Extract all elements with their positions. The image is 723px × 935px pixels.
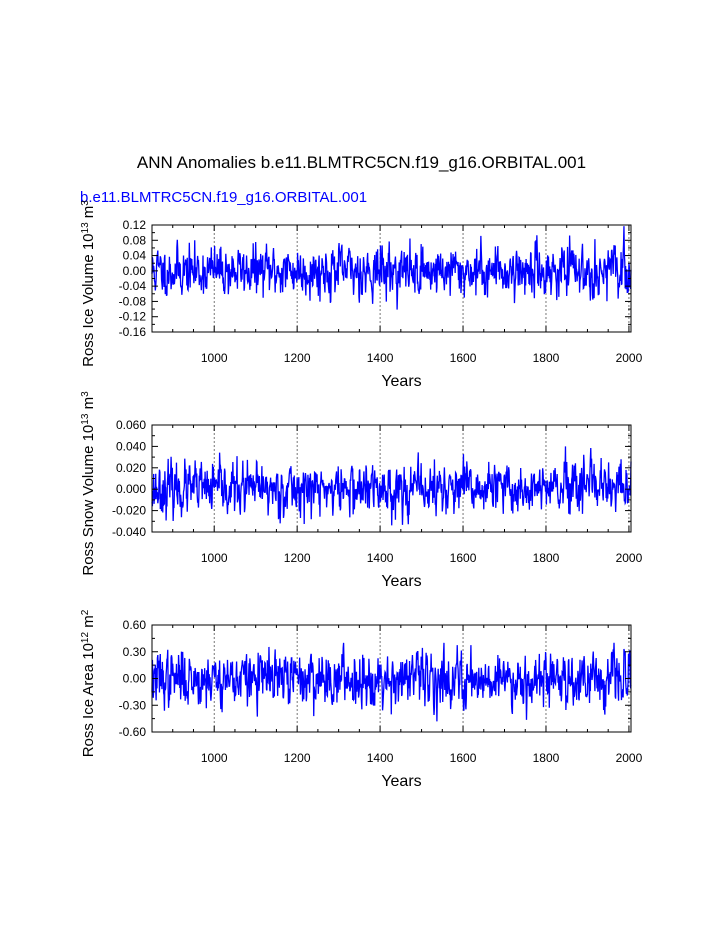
- ross-ice-volume-ylabel-exponent: 13: [80, 222, 91, 234]
- ross-ice-area-xtick-label: 1600: [450, 751, 477, 765]
- ross-snow-volume-ytick-label: -0.040: [112, 525, 146, 539]
- ross-snow-volume-ylabel: Ross Snow Volume 1013 m3: [80, 391, 98, 576]
- ross-ice-volume-xtick-label: 1200: [284, 351, 311, 365]
- ross-snow-volume-ylabel-exponent: 3: [80, 391, 91, 397]
- ross-snow-volume-xtick-label: 1800: [533, 551, 560, 565]
- ross-snow-volume-ytick-label: -0.020: [112, 504, 146, 518]
- ross-snow-volume-ytick-label: 0.040: [116, 439, 146, 453]
- ross-ice-area-ylabel: Ross Ice Area 1012 m2: [80, 609, 98, 757]
- ross-snow-volume-ytick-label: 0.060: [116, 418, 146, 432]
- ross-ice-volume-ytick-label: 0.08: [123, 233, 147, 247]
- ross-snow-volume-xtick-label: 1000: [201, 551, 228, 565]
- ross-ice-volume-xtick-label: 2000: [616, 351, 643, 365]
- ross-ice-area-ytick-label: -0.60: [119, 725, 147, 739]
- ross-ice-volume-series-line: [151, 226, 632, 310]
- ross-ice-volume-panel: 1000 1200 1400 1600 1800 2000 -0.16-0.12 -0.08-…: [80, 200, 643, 390]
- ross-ice-area-xlabel: Years: [381, 773, 421, 790]
- ross-ice-volume-ylabel-part: m: [80, 206, 97, 223]
- ross-ice-volume-xtick-label: 1400: [367, 351, 394, 365]
- ross-snow-volume-xlabel: Years: [381, 573, 421, 590]
- ross-snow-volume-ytick-label: 0.020: [116, 461, 146, 475]
- ross-snow-volume-xtick-label: 1400: [367, 551, 394, 565]
- ross-ice-area-xtick-label: 1800: [533, 751, 560, 765]
- ross-ice-area-ylabel-exponent: 2: [80, 609, 91, 615]
- ross-snow-volume-xtick-label: 2000: [616, 551, 643, 565]
- ross-ice-area-ytick-label: 0.30: [123, 645, 147, 659]
- ross-ice-volume-ylabel-exponent: 3: [80, 200, 91, 206]
- ross-ice-volume-xtick-label: 1800: [533, 351, 560, 365]
- ross-ice-area-series-line: [151, 642, 632, 722]
- page-title: ANN Anomalies b.e11.BLMTRC5CN.f19_g16.OR…: [136, 153, 587, 172]
- ross-ice-volume-ytick-label: 0.04: [123, 249, 147, 263]
- ross-ice-area-xtick-label: 1200: [284, 751, 311, 765]
- ross-ice-volume-xtick-label: 1600: [450, 351, 477, 365]
- ross-ice-area-ytick-label: 0.60: [123, 618, 147, 632]
- ross-ice-area-xtick-label: 1000: [201, 751, 228, 765]
- ross-ice-area-ylabel-part: Ross Ice Area 10: [80, 643, 97, 757]
- ross-snow-volume-panel: 1000 1200 1400 1600 1800 2000 -0.040 -0.020 0.00…: [80, 391, 643, 590]
- ross-ice-area-xtick-label: 1400: [367, 751, 394, 765]
- ross-ice-volume-ylabel-part: Ross Ice Volume 10: [80, 233, 97, 366]
- ross-ice-volume-ytick-label: -0.08: [119, 294, 147, 308]
- ross-ice-area-ytick-label: 0.00: [123, 672, 147, 686]
- ross-ice-area-panel: 1000 1200 1400 1600 1800 2000 -0.60 -0.30 0.00 0.…: [80, 609, 643, 790]
- ross-ice-volume-ytick-label: 0.12: [123, 218, 147, 232]
- ross-ice-volume-ytick-label: 0.00: [123, 264, 147, 278]
- ross-snow-volume-series-line: [151, 446, 632, 526]
- ross-snow-volume-xtick-label: 1600: [450, 551, 477, 565]
- ross-ice-area-ytick-label: -0.30: [119, 698, 147, 712]
- ross-ice-volume-ytick-label: -0.12: [119, 310, 147, 324]
- ross-ice-volume-xlabel: Years: [381, 373, 421, 390]
- ross-ice-area-ylabel-part: m: [80, 615, 97, 632]
- ross-ice-volume-ytick-label: -0.04: [119, 279, 147, 293]
- ross-snow-volume-ytick-label: 0.000: [116, 482, 146, 496]
- ross-ice-area-xtick-label: 2000: [616, 751, 643, 765]
- ross-ice-area-ylabel-exponent: 12: [80, 632, 91, 644]
- case-name-label: b.e11.BLMTRC5CN.f19_g16.ORBITAL.001: [80, 189, 368, 206]
- ross-ice-volume-ytick-label: -0.16: [119, 325, 147, 339]
- ross-snow-volume-xtick-label: 1200: [284, 551, 311, 565]
- ross-snow-volume-ylabel-part: m: [80, 397, 97, 414]
- ross-snow-volume-ylabel-exponent: 13: [80, 413, 91, 425]
- ross-ice-volume-ylabel: Ross Ice Volume 1013 m3: [80, 200, 98, 367]
- ross-snow-volume-ylabel-part: Ross Snow Volume 10: [80, 425, 97, 576]
- ross-ice-volume-xtick-label: 1000: [201, 351, 228, 365]
